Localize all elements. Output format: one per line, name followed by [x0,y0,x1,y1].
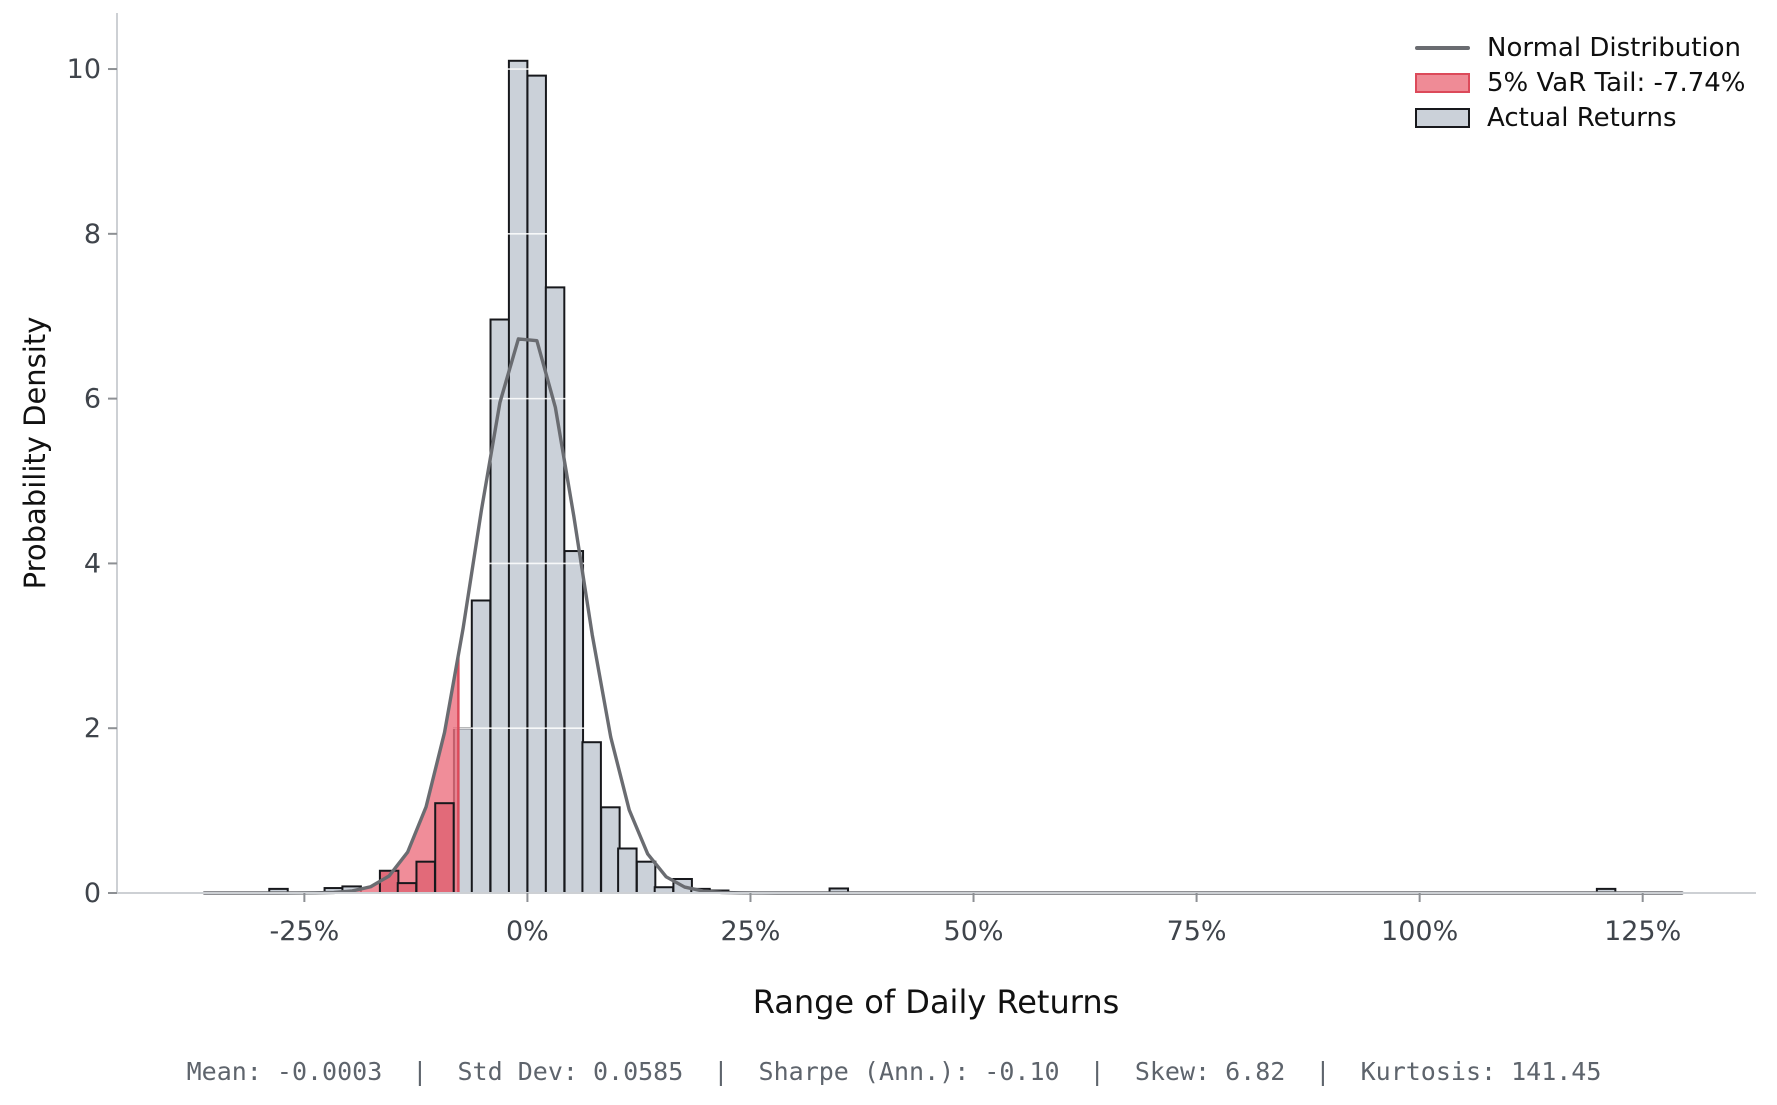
histogram-bar [563,550,585,894]
legend-item-var-tail: 5% VaR Tail: -7.74% [1415,68,1746,98]
y-axis-title: Probability Density [18,316,52,590]
y-tick-label: 10 [67,54,101,85]
y-tick-label: 2 [84,713,101,744]
x-axis-title: Range of Daily Returns [752,983,1120,1021]
x-tick-label: 125% [1604,916,1681,947]
var-tail-bar [415,860,436,895]
legend-item-normal-distribution: Normal Distribution [1415,33,1746,63]
legend-item-actual-returns: Actual Returns [1415,103,1746,133]
legend-label-var-tail: 5% VaR Tail: -7.74% [1487,67,1746,98]
histogram-bar [600,806,621,895]
legend-label-actual-returns: Actual Returns [1487,102,1677,133]
var-tail-bar [434,802,455,894]
y-tick-label: 6 [84,384,101,415]
histogram-bar [526,74,547,895]
y-tick-label: 0 [84,878,101,909]
actual-returns-patch-icon [1415,107,1470,128]
stats-line: Mean: -0.0003 | Std Dev: 0.0585 | Sharpe… [186,1057,1602,1086]
x-tick-label: 100% [1381,916,1458,947]
normal-curve [202,337,1684,895]
y-tick-label: 8 [84,219,101,250]
histogram-bar [507,59,529,894]
var-tail-bar [396,882,418,895]
histogram-bar [635,860,657,895]
histogram-bar [617,847,638,894]
histogram-bar [470,599,492,895]
x-tick-label: 25% [720,916,780,947]
legend: Normal Distribution 5% VaR Tail: -7.74% … [1415,33,1746,141]
x-tick-label: 50% [944,916,1004,947]
legend-label-normal-distribution: Normal Distribution [1487,32,1742,63]
normal-curve-line-icon [1415,45,1470,50]
x-tick-label: 0% [506,916,549,947]
x-tick-label: -25% [269,916,339,947]
y-tick-label: 4 [84,548,101,579]
var-tail-area [204,657,459,893]
histogram-bar [581,741,602,895]
var-tail-patch-icon [1415,72,1470,93]
x-tick-label: 75% [1167,916,1227,947]
